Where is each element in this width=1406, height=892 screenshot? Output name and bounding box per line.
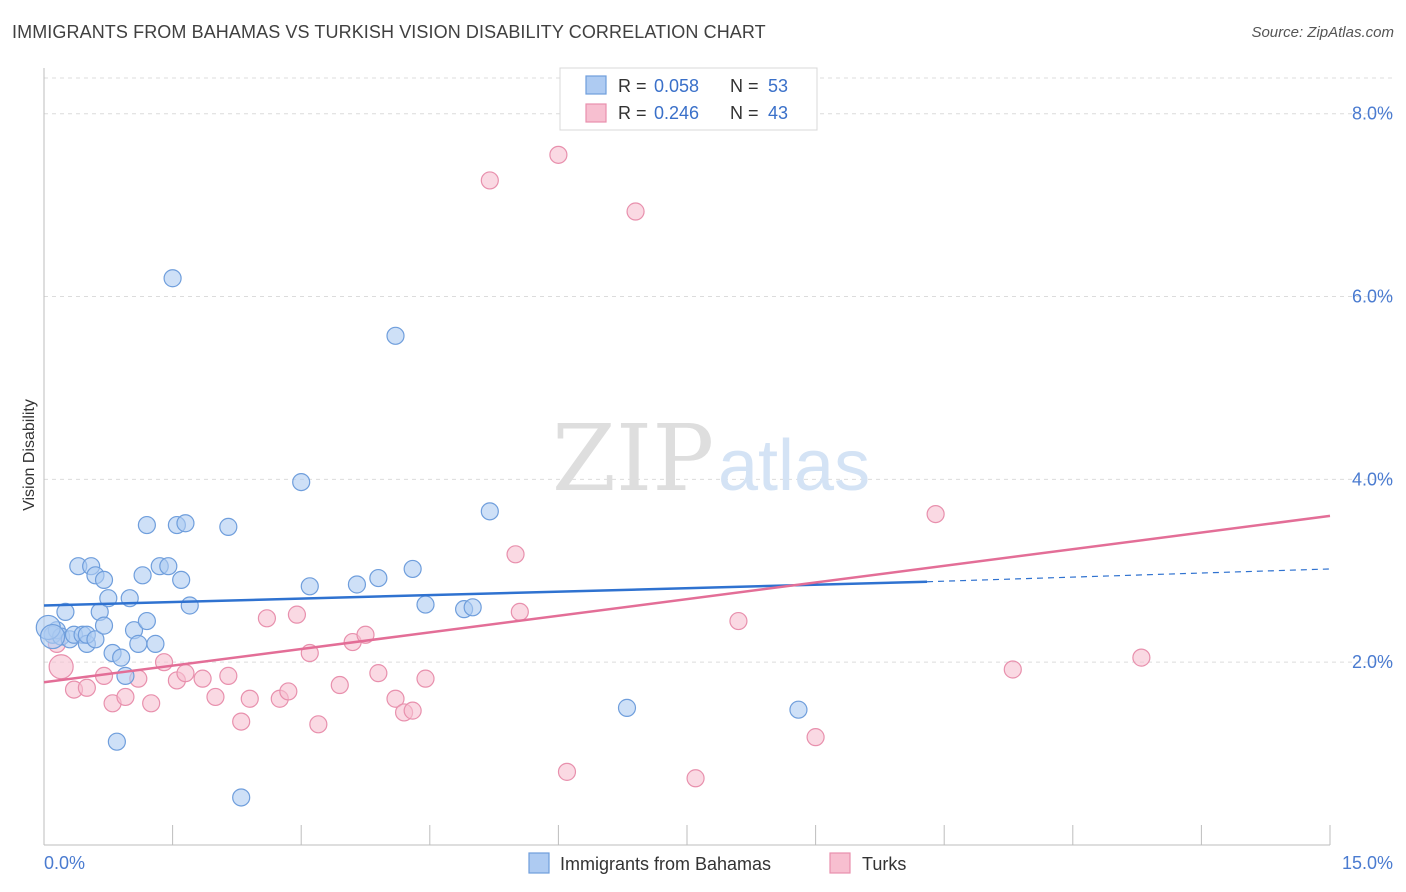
turks-point-37 [729,611,748,631]
bahamas-point-42 [403,559,422,579]
turks-point-12 [206,687,225,707]
turks-point-18 [279,682,298,701]
bottom-legend-swatch-bahamas [528,852,550,874]
turks-point-35 [626,202,645,221]
y-tick-label-1: 4.0% [1352,469,1393,489]
turks-point-26 [386,689,405,708]
turks-point-41 [1132,648,1151,667]
trend-line-turks [43,514,1331,684]
turks-point-34 [557,762,577,781]
bahamas-point-25 [137,611,156,631]
trend-line-bahamas-extension [927,568,1331,583]
turks-point-25 [369,664,388,683]
bahamas-point-48 [789,700,808,719]
trend-line-bahamas [43,580,928,607]
bahamas-point-19 [112,648,131,667]
turks-point-10 [176,664,195,683]
bahamas-point-33 [176,514,195,533]
bahamas-point-18 [107,732,126,751]
bahamas-point-29 [159,557,178,576]
bahamas-point-24 [133,566,152,585]
bottom-legend: Immigrants from Bahamas Turks [528,852,906,874]
legend-n-label-0: N = [730,76,759,96]
bahamas-point-45 [463,598,482,617]
legend-swatch-bahamas [585,75,607,95]
legend-n-label-1: N = [730,103,759,123]
grid-lines [44,77,1392,663]
bahamas-point-43 [416,595,435,614]
y-tick-labels: 2.0% 4.0% 6.0% 8.0% [1352,104,1393,672]
bahamas-point-47 [617,698,637,717]
turks-point-28 [403,701,422,720]
bahamas-point-3 [56,602,75,622]
turks-point-16 [257,609,277,628]
bahamas-point-30 [163,269,182,288]
bahamas-point-11 [86,630,105,649]
bahamas-large-point-1 [39,623,66,650]
turks-point-31 [506,545,525,564]
chart-title: IMMIGRANTS FROM BAHAMAS VS TURKISH VISIO… [12,22,766,42]
series-bahamas-points [35,269,808,807]
legend-r-label-1: R = [618,103,647,123]
bottom-legend-label-turks: Turks [862,854,906,874]
bottom-legend-label-bahamas: Immigrants from Bahamas [560,854,771,874]
turks-point-36 [686,769,705,788]
legend-n-value-1: 43 [768,103,788,123]
bahamas-point-36 [232,788,251,807]
bahamas-point-46 [480,502,499,521]
bahamas-point-34 [180,596,199,615]
turks-large-point-0 [48,654,74,680]
bahamas-point-41 [386,326,405,345]
legend-r-value-0: 0.058 [654,76,699,96]
turks-point-21 [309,715,328,734]
series-turks-points [47,145,1151,788]
turks-point-40 [1003,660,1022,679]
turks-point-22 [330,675,349,695]
watermark-atlas: atlas [718,426,870,506]
bahamas-point-32 [172,570,191,590]
turks-point-32 [510,602,529,622]
bahamas-point-35 [219,517,238,536]
turks-point-19 [287,605,307,624]
bahamas-point-27 [146,634,165,653]
turks-point-33 [549,145,568,164]
turks-point-2 [77,678,96,697]
turks-point-15 [240,689,259,708]
turks-point-30 [480,171,499,190]
bahamas-point-15 [94,616,114,635]
y-tick-label-3: 8.0% [1352,104,1393,124]
bottom-legend-swatch-turks [829,852,851,874]
axes [43,68,1331,846]
turks-point-13 [219,666,238,685]
watermark: ZIP atlas [552,405,870,512]
turks-point-5 [116,687,135,707]
trend-lines [43,514,1331,684]
bahamas-point-37 [292,472,311,492]
bahamas-point-38 [300,577,319,596]
turks-point-29 [416,669,435,688]
legend-r-value-1: 0.246 [654,103,699,123]
legend-box: R = 0.058 N = 53 R = 0.246 N = 43 [559,67,818,131]
bahamas-point-14 [94,570,114,590]
y-tick-label-2: 6.0% [1352,287,1393,307]
legend-n-value-0: 53 [768,76,788,96]
y-tick-label-0: 2.0% [1352,652,1393,672]
legend-swatch-turks [585,103,607,123]
x-tick-label-min: 0.0% [44,853,85,873]
bahamas-point-40 [369,568,388,588]
turks-point-38 [806,728,825,747]
watermark-zip: ZIP [552,405,714,512]
turks-point-39 [926,504,945,524]
bahamas-point-39 [347,575,367,594]
bahamas-point-23 [129,634,148,653]
bahamas-point-26 [137,515,156,535]
turks-point-11 [193,669,212,688]
x-tick-label-max: 15.0% [1342,853,1393,873]
turks-point-14 [232,712,251,731]
legend-r-label-0: R = [618,76,647,96]
turks-point-7 [142,694,161,713]
source-label: Source: ZipAtlas.com [1251,24,1394,41]
x-tick-labels: 0.0% 15.0% [44,853,1393,873]
